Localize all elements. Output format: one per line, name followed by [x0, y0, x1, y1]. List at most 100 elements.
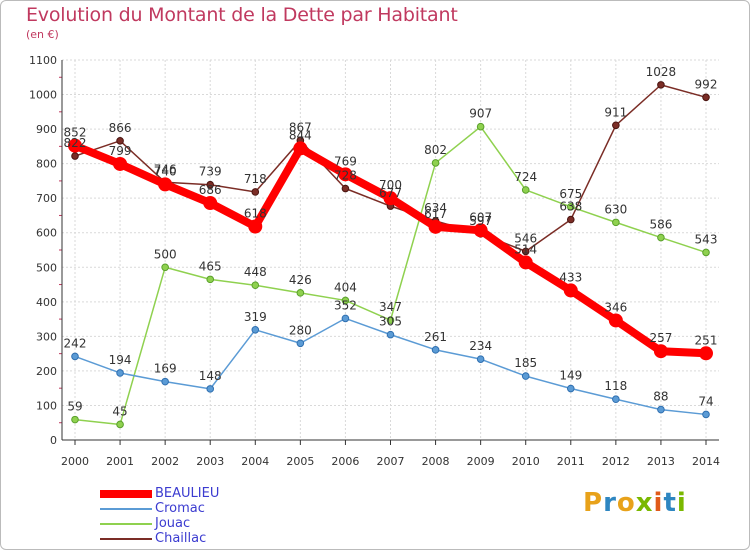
logo-letter: t: [663, 488, 677, 518]
data-label-cromac: 242: [64, 336, 87, 350]
data-point-cromac: [251, 326, 260, 334]
data-label-cromac: 169: [154, 362, 177, 376]
data-point-beaulieu: [518, 255, 533, 270]
data-label-cromac: 352: [334, 298, 357, 312]
chart-subtitle: (en €): [26, 28, 59, 41]
x-tick-label: 2013: [647, 455, 675, 468]
legend-label: Cromac: [155, 501, 205, 516]
data-point-jouac: [206, 275, 215, 284]
data-label-beaulieu: 844: [289, 128, 312, 142]
logo-letter: x: [635, 488, 654, 518]
data-point-jouac: [251, 281, 260, 290]
data-point-beaulieu: [203, 196, 218, 211]
data-point-beaulieu: [653, 344, 668, 359]
legend-swatch: [100, 523, 152, 525]
data-point-cromac: [206, 385, 215, 393]
data-point-beaulieu: [428, 219, 443, 234]
y-tick-label: 400: [36, 296, 57, 309]
data-label-chaillac: 728: [334, 169, 357, 183]
x-tick-label: 2001: [106, 455, 134, 468]
data-label-jouac: 630: [604, 202, 627, 216]
logo-letter: i: [653, 488, 664, 518]
data-label-cromac: 118: [604, 379, 627, 393]
data-label-chaillac: 677: [379, 186, 402, 200]
x-tick-label: 2009: [467, 455, 495, 468]
data-label-jouac: 907: [469, 107, 492, 121]
data-point-jouac: [386, 316, 395, 324]
x-tick-label: 2005: [286, 455, 314, 468]
data-point-jouac: [657, 233, 665, 242]
data-point-jouac: [431, 159, 440, 167]
y-tick-label: 600: [36, 227, 57, 240]
logo-letter: r: [603, 488, 617, 518]
data-point-jouac: [702, 248, 710, 257]
data-label-beaulieu: 618: [244, 207, 267, 221]
y-tick-label: 700: [36, 192, 57, 205]
data-label-chaillac: 634: [424, 201, 447, 215]
y-tick-label: 900: [36, 123, 57, 136]
data-label-jouac: 426: [289, 273, 312, 287]
data-label-cromac: 185: [514, 356, 537, 370]
data-point-jouac: [296, 289, 305, 297]
x-tick-label: 2007: [377, 455, 405, 468]
data-label-cromac: 305: [379, 315, 402, 329]
data-label-jouac: 465: [199, 259, 222, 273]
data-label-jouac: 586: [649, 218, 672, 232]
legend-swatch: [100, 508, 152, 510]
data-label-beaulieu: 433: [559, 270, 582, 284]
data-label-jouac: 675: [559, 187, 582, 201]
y-tick-label: 300: [36, 330, 57, 343]
data-point-cromac: [71, 352, 79, 361]
data-label-cromac: 234: [469, 339, 492, 353]
data-point-chaillac: [71, 152, 79, 160]
y-tick-label: 1100: [29, 54, 57, 67]
data-label-beaulieu: 346: [604, 300, 627, 314]
data-label-chaillac: 546: [514, 231, 537, 245]
legend-label: Jouac: [155, 516, 191, 531]
data-label-chaillac: 867: [289, 120, 312, 134]
data-label-beaulieu: 251: [695, 333, 718, 347]
data-label-jouac: 347: [379, 300, 402, 314]
data-point-beaulieu: [68, 138, 82, 153]
data-label-jouac: 45: [112, 404, 127, 418]
data-label-cromac: 194: [109, 353, 132, 367]
data-label-beaulieu: 686: [199, 183, 222, 197]
data-point-beaulieu: [113, 156, 128, 171]
data-point-cromac: [612, 395, 620, 404]
legend-label: BEAULIEU: [155, 486, 220, 501]
y-tick-label: 200: [36, 365, 57, 378]
data-point-chaillac: [116, 137, 124, 145]
data-point-chaillac: [657, 81, 665, 89]
data-label-chaillac: 746: [154, 162, 177, 176]
data-point-chaillac: [521, 247, 530, 256]
data-point-cromac: [657, 405, 665, 414]
data-point-beaulieu: [158, 177, 173, 192]
data-label-beaulieu: 257: [649, 331, 672, 345]
proxiti-logo: Proxiti: [583, 488, 687, 518]
legend-swatch: [100, 490, 152, 498]
data-label-beaulieu: 769: [334, 154, 357, 168]
data-point-cromac: [476, 355, 485, 363]
x-tick-label: 2012: [602, 455, 630, 468]
data-point-beaulieu: [473, 223, 488, 238]
data-label-chaillac: 992: [695, 77, 718, 91]
data-point-beaulieu: [248, 219, 263, 234]
x-tick-label: 2011: [557, 455, 585, 468]
data-point-beaulieu: [563, 283, 578, 298]
data-label-chaillac: 739: [199, 165, 222, 179]
data-point-jouac: [71, 415, 79, 424]
data-point-jouac: [161, 263, 169, 272]
data-point-chaillac: [341, 184, 350, 193]
legend-swatch: [100, 538, 152, 540]
y-tick-label: 500: [36, 261, 57, 274]
x-tick-label: 2002: [151, 455, 179, 468]
data-point-cromac: [566, 384, 575, 393]
data-label-cromac: 280: [289, 323, 312, 337]
logo-letter: i: [676, 488, 687, 518]
data-label-beaulieu: 617: [424, 207, 447, 221]
data-point-cromac: [116, 369, 124, 377]
x-tick-label: 2003: [196, 455, 224, 468]
x-tick-label: 2008: [422, 455, 450, 468]
data-point-chaillac: [566, 215, 575, 224]
